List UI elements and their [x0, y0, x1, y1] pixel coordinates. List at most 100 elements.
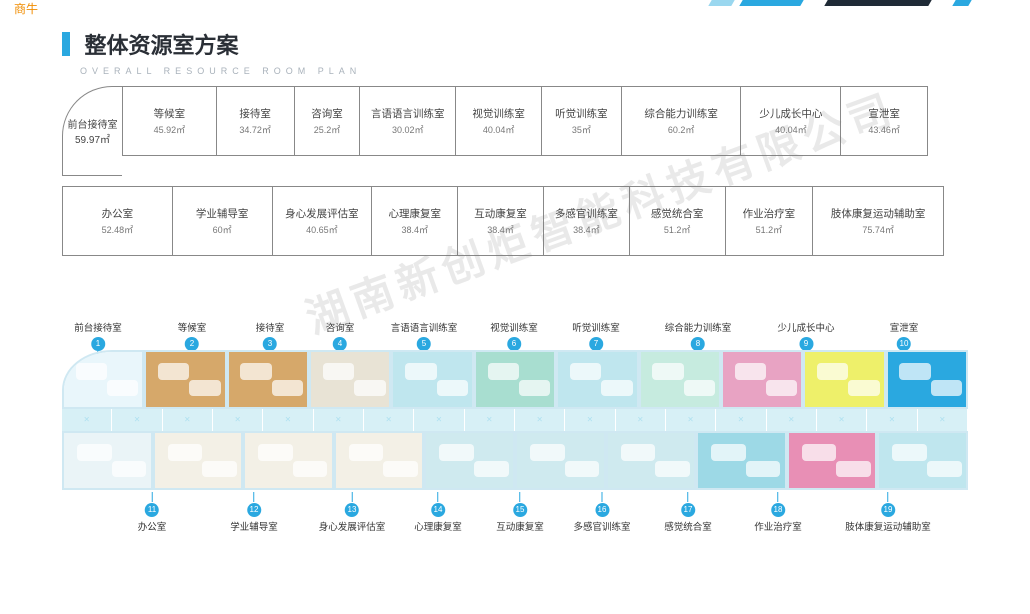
render-room	[243, 431, 334, 490]
plan-cell-name: 学业辅导室	[196, 206, 249, 221]
pin-label: 等候室	[178, 320, 207, 334]
plan-cell-area: 51.2㎡	[756, 223, 783, 236]
page-subtitle: OVERALL RESOURCE ROOM PLAN	[80, 66, 361, 76]
plan-cell-area: 38.4㎡	[487, 223, 514, 236]
pin-number-icon: 10	[897, 337, 911, 351]
plan-cell: 学业辅导室 60㎡	[173, 187, 273, 255]
room-pin: 肢体康复运动辅助室19	[845, 492, 931, 535]
hallway-tile	[112, 409, 162, 431]
pin-stick	[777, 492, 778, 502]
render-room	[886, 350, 968, 409]
plan-cell-name: 言语语言训练室	[371, 106, 445, 121]
pin-label: 少儿成长中心	[777, 320, 834, 334]
plan-cell: 视觉训练室40.04㎡	[456, 87, 542, 155]
plan-cell-area: 30.02㎡	[392, 123, 424, 136]
pin-label: 言语语言训练室	[391, 320, 458, 334]
pin-number-icon: 6	[507, 337, 521, 351]
plan-cell: 多感官训练室38.4㎡	[544, 187, 630, 255]
pin-number-icon: 1	[91, 337, 105, 351]
pins-top: 前台接待室1等候室2接待室3咨询室4言语语言训练室5视觉训练室6听觉训练室7综合…	[62, 320, 968, 348]
plan-cell-name: 等候室	[154, 106, 186, 121]
hallway-tile	[213, 409, 263, 431]
rooms-top	[62, 350, 968, 409]
render-room	[144, 350, 226, 409]
render-room	[153, 431, 244, 490]
pins-bottom: 办公室11学业辅导室12身心发展评估室13心理康复室14互动康复室15多感官训练…	[62, 492, 968, 520]
hallway-tile	[565, 409, 615, 431]
render-room	[334, 431, 425, 490]
floor-plan: 前台接待室 59.97㎡ 等候室45.92㎡接待室34.72㎡咨询室25.2㎡言…	[62, 86, 968, 256]
plan-cell: 综合能力训练室60.2㎡	[622, 87, 742, 155]
pin-number-icon: 13	[345, 503, 359, 517]
pin-stick	[253, 492, 254, 502]
room-pin: 身心发展评估室 13	[319, 492, 386, 535]
plan-cell-area: 45.92㎡	[154, 123, 186, 136]
plan-cell-area: 40.04㎡	[775, 123, 807, 136]
plan-cell: 接待室34.72㎡	[217, 87, 295, 155]
pin-number-icon: 16	[595, 503, 609, 517]
pin-label: 办公室	[138, 519, 167, 533]
plan-cell-area: 43.46㎡	[868, 123, 900, 136]
pin-label: 学业辅导室	[230, 519, 278, 533]
pin-label: 身心发展评估室	[319, 519, 386, 533]
plan-cell-name: 少儿成长中心	[759, 106, 822, 121]
page-title: 整体资源室方案	[84, 28, 238, 60]
hallway-tile	[62, 409, 112, 431]
pin-label: 互动康复室	[496, 519, 544, 533]
render-room	[474, 350, 556, 409]
pin-stick	[437, 492, 438, 502]
room-pin: 感觉统合室 17	[664, 492, 712, 535]
plan-cell-area: 34.72㎡	[239, 123, 271, 136]
pin-stick	[887, 492, 888, 502]
hallway-tile	[364, 409, 414, 431]
hallway	[62, 409, 968, 431]
hallway-tile	[414, 409, 464, 431]
room-pin: 作业治疗室18	[754, 492, 802, 535]
pin-label: 咨询室	[326, 320, 355, 334]
plan-cell-name: 咨询室	[311, 106, 343, 121]
pin-number-icon: 12	[247, 503, 261, 517]
pin-number-icon: 7	[589, 337, 603, 351]
hallway-tile	[314, 409, 364, 431]
pin-stick	[601, 492, 602, 502]
room-pin: 互动康复室 15	[496, 492, 544, 535]
render-room	[696, 431, 787, 490]
plan-cell-name: 综合能力训练室	[644, 106, 718, 121]
plan-cell-name: 肢体康复运动辅助室	[831, 206, 926, 221]
render-body	[62, 350, 968, 490]
plan-cell: 少儿成长中心 40.04㎡	[741, 87, 841, 155]
pin-number-icon: 11	[145, 503, 159, 517]
plan-cell-name: 办公室	[102, 206, 134, 221]
pin-number-icon: 5	[417, 337, 431, 351]
plan-cell-area: 52.48㎡	[102, 223, 134, 236]
plan-cell-area: 51.2㎡	[664, 223, 691, 236]
pin-label: 感觉统合室	[664, 519, 712, 533]
pin-stick	[687, 492, 688, 502]
render-room	[787, 431, 878, 490]
plan-cell-area: 60㎡	[213, 223, 232, 236]
plan-lobby: 前台接待室 59.97㎡	[62, 86, 122, 176]
render-room	[62, 431, 153, 490]
plan-cell-name: 互动康复室	[474, 206, 527, 221]
pin-number-icon: 15	[513, 503, 527, 517]
plan-cell-area: 38.4㎡	[401, 223, 428, 236]
plan-bottom-row: 办公室52.48㎡学业辅导室60㎡身心发展评估室40.65㎡心理康复室38.4㎡…	[62, 186, 944, 256]
pin-stick	[351, 492, 352, 502]
render-room	[515, 431, 606, 490]
plan-cell: 言语语言训练室 30.02㎡	[360, 87, 456, 155]
pin-number-icon: 9	[799, 337, 813, 351]
pin-number-icon: 17	[681, 503, 695, 517]
plan-top-row: 等候室45.92㎡接待室34.72㎡咨询室25.2㎡言语语言训练室30.02㎡视…	[122, 86, 928, 156]
hallway-tile	[666, 409, 716, 431]
plan-cell: 宣泄室43.46㎡	[841, 87, 927, 155]
pin-label: 心理康复室	[414, 519, 462, 533]
render-room	[606, 431, 697, 490]
render-room	[639, 350, 721, 409]
plan-cell: 感觉统合室51.2㎡	[630, 187, 726, 255]
page-title-block: 整体资源室方案 OVERALL RESOURCE ROOM PLAN	[62, 28, 361, 76]
plan-cell-area: 38.4㎡	[573, 223, 600, 236]
render-room	[721, 350, 803, 409]
pin-label: 听觉训练室	[572, 320, 620, 334]
hallway-tile	[767, 409, 817, 431]
plan-lobby-area: 59.97㎡	[75, 131, 110, 146]
